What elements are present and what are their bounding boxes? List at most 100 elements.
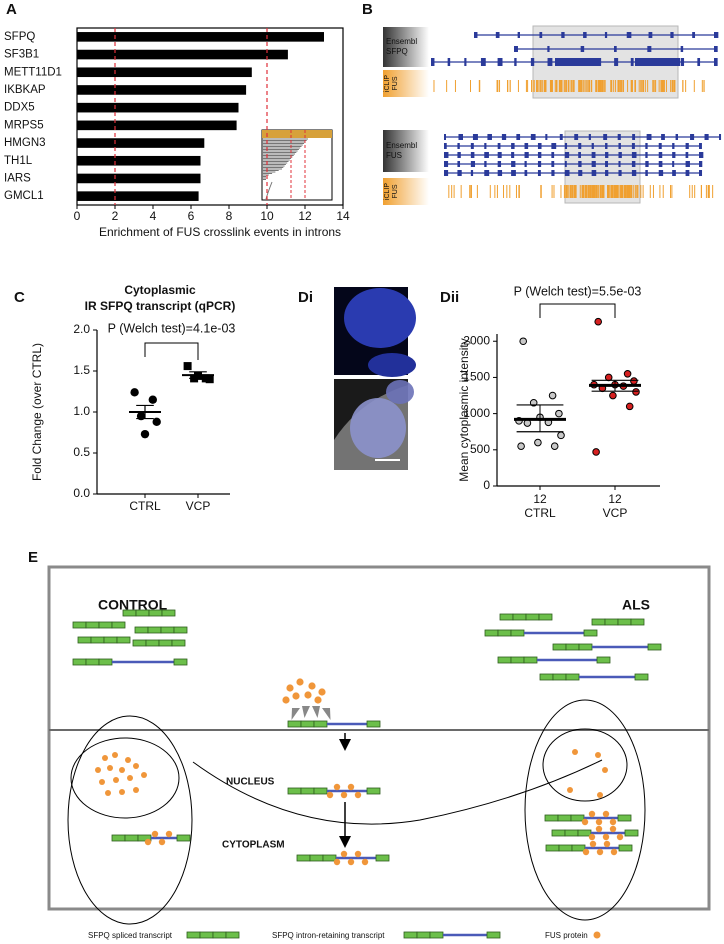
- data-point: [623, 370, 632, 378]
- exon-box: [173, 658, 188, 666]
- exon: [431, 58, 435, 66]
- exon: [603, 134, 608, 140]
- exon: [555, 58, 600, 66]
- exon: [561, 32, 565, 38]
- inset-curve: [265, 181, 273, 200]
- fus-dot: [588, 833, 596, 841]
- x-tick-label: VCP: [186, 499, 211, 513]
- exon: [444, 170, 449, 176]
- data-point: [630, 377, 638, 385]
- exon: [551, 170, 555, 176]
- exon-box: [375, 854, 390, 862]
- track-source: iCLIP: [384, 75, 391, 92]
- y-axis-label: Fold Change (over CTRL): [30, 343, 44, 481]
- exon: [685, 161, 690, 167]
- nuclear-envelope: [192, 759, 603, 825]
- legend-label: SFPQ spliced transcript: [88, 931, 173, 940]
- category-label: IKBKAP: [4, 84, 46, 96]
- exon-box: [510, 656, 525, 664]
- exon-box: [512, 613, 527, 621]
- data-point: [140, 429, 150, 439]
- fus-dot: [333, 783, 341, 791]
- exon: [524, 161, 527, 167]
- data-point: [594, 317, 603, 326]
- fus-dot: [340, 850, 348, 858]
- y-tick-label: 0.5: [73, 445, 90, 459]
- fus-dot: [296, 678, 304, 686]
- exon: [645, 161, 649, 167]
- plot-frame: [76, 27, 344, 206]
- exon: [470, 170, 474, 176]
- region-label: NUCLEUS: [226, 777, 275, 788]
- category-label: HMGN3: [4, 137, 46, 149]
- exon: [699, 143, 702, 149]
- exon-box: [171, 639, 186, 647]
- exon-box: [525, 613, 540, 621]
- exon-box: [416, 931, 431, 939]
- exon: [645, 170, 648, 176]
- data-point: [205, 375, 214, 384]
- exon: [699, 170, 703, 176]
- exon-box: [497, 629, 512, 637]
- exon-box: [132, 639, 147, 647]
- exon: [457, 152, 461, 158]
- y-axis-label: Mean cytoplasmic intensity: [457, 338, 471, 481]
- exon: [591, 170, 597, 176]
- exon-box: [134, 626, 149, 634]
- fus-dot: [354, 791, 362, 799]
- panel-label: A: [6, 1, 17, 18]
- exon: [714, 46, 718, 52]
- fus-dot: [347, 858, 355, 866]
- fus-dot: [119, 789, 125, 795]
- exon: [574, 134, 579, 140]
- exon: [564, 143, 568, 149]
- exon: [545, 134, 548, 140]
- x-tick-label: 0: [74, 209, 81, 223]
- cell: [524, 699, 646, 921]
- bar: [77, 173, 201, 184]
- exon: [578, 152, 581, 158]
- exon: [497, 58, 503, 66]
- y-tick-label: 1000: [463, 406, 490, 420]
- exon-box: [300, 720, 315, 728]
- exon-box: [499, 613, 514, 621]
- fus-dot: [595, 818, 603, 826]
- exon: [458, 134, 463, 140]
- exon: [444, 152, 449, 158]
- exon: [658, 170, 664, 176]
- data-point: [550, 442, 559, 450]
- exon: [495, 32, 500, 38]
- exon: [699, 152, 704, 158]
- fus-dot: [102, 755, 108, 761]
- exon-box: [647, 643, 662, 651]
- exon: [675, 134, 679, 140]
- fus-dot: [593, 931, 601, 939]
- exon-box: [578, 643, 593, 651]
- panel-label: B: [362, 1, 373, 18]
- exon-box: [565, 643, 580, 651]
- exon-box: [634, 673, 649, 681]
- exon: [588, 134, 591, 140]
- exon: [605, 152, 609, 158]
- fus-dot: [292, 692, 300, 700]
- exon: [631, 161, 636, 167]
- exon: [618, 152, 622, 158]
- data-point: [555, 409, 563, 418]
- exon: [580, 46, 585, 52]
- microscopy-images: [334, 287, 416, 470]
- exon: [661, 134, 665, 140]
- fus-dot: [589, 840, 597, 848]
- exon-box: [173, 626, 188, 634]
- exon-box: [558, 844, 573, 852]
- nucleus: [542, 728, 628, 802]
- exon: [578, 170, 583, 176]
- fus-dot: [165, 830, 173, 838]
- fus-dot: [609, 825, 617, 833]
- exon: [511, 152, 515, 158]
- exon: [604, 32, 608, 38]
- exon: [704, 134, 709, 140]
- exon: [551, 143, 557, 149]
- fus-dot: [572, 749, 578, 755]
- exon-box: [539, 673, 554, 681]
- x-tick-label: 14: [336, 209, 350, 223]
